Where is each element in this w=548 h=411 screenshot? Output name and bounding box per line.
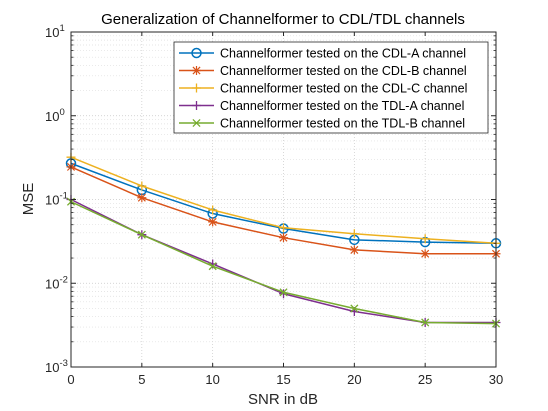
axis-ticks: 0 5 10 15 20 25 30 10-3 10-2 10-1 100 101 [45, 23, 503, 387]
data-point [208, 205, 218, 215]
legend-item-3: Channelformer tested on the CDL-C channe… [179, 82, 467, 96]
legend-marker [191, 47, 202, 59]
legend-box [173, 41, 489, 134]
data-point [421, 318, 430, 327]
legend-item-5: Channelformer tested on the TDL-B channe… [179, 117, 465, 131]
data-point [137, 193, 147, 203]
data-point [279, 223, 288, 233]
chart-title: Generalization of Channelformer to CDL/T… [101, 11, 465, 28]
data-point [208, 262, 217, 271]
data-point [350, 304, 359, 313]
data-point [208, 217, 218, 227]
y-tick-label: 101 [45, 23, 65, 40]
x-tick-label: 15 [276, 372, 290, 387]
data-series [65, 152, 502, 328]
data-point [279, 233, 288, 243]
series-3 [66, 152, 501, 248]
x-tick-label: 10 [205, 372, 219, 387]
y-axis-label: MSE [20, 183, 37, 216]
legend-marker [192, 118, 201, 128]
x-tick-label: 30 [489, 372, 503, 387]
legend-label: Channelformer tested on the TDL-B channe… [220, 117, 465, 131]
legend-marker [192, 66, 201, 75]
data-point [279, 288, 288, 297]
legend-label: Channelformer tested on the CDL-C channe… [220, 82, 467, 96]
legend-label: Channelformer tested on the TDL-A channe… [220, 99, 464, 113]
data-point [420, 249, 430, 259]
legend-item-4: Channelformer tested on the TDL-A channe… [179, 99, 464, 113]
legend-label: Channelformer tested on the CDL-B channe… [220, 64, 467, 78]
legend: Channelformer tested on the CDL-A channe… [173, 41, 489, 134]
y-tick-label: 10-1 [45, 191, 68, 208]
y-tick-label: 10-3 [45, 358, 68, 375]
legend-marker [192, 101, 201, 110]
x-tick-label: 20 [347, 372, 361, 387]
x-tick-label: 0 [67, 372, 74, 387]
legend-marker [192, 83, 201, 93]
legend-label: Channelformer tested on the CDL-A channe… [220, 47, 466, 61]
y-tick-label: 100 [45, 107, 65, 124]
x-tick-label: 5 [138, 372, 145, 387]
data-point [137, 181, 147, 191]
data-point [137, 230, 146, 239]
legend-item-2: Channelformer tested on the CDL-B channe… [179, 64, 467, 78]
y-tick-label: 10-2 [45, 274, 68, 291]
data-point [349, 245, 359, 255]
x-tick-label: 25 [418, 372, 432, 387]
x-axis-label: SNR in dB [248, 391, 318, 408]
legend-item-1: Channelformer tested on the CDL-A channe… [179, 47, 466, 61]
data-point [349, 229, 359, 239]
data-point [420, 234, 430, 244]
